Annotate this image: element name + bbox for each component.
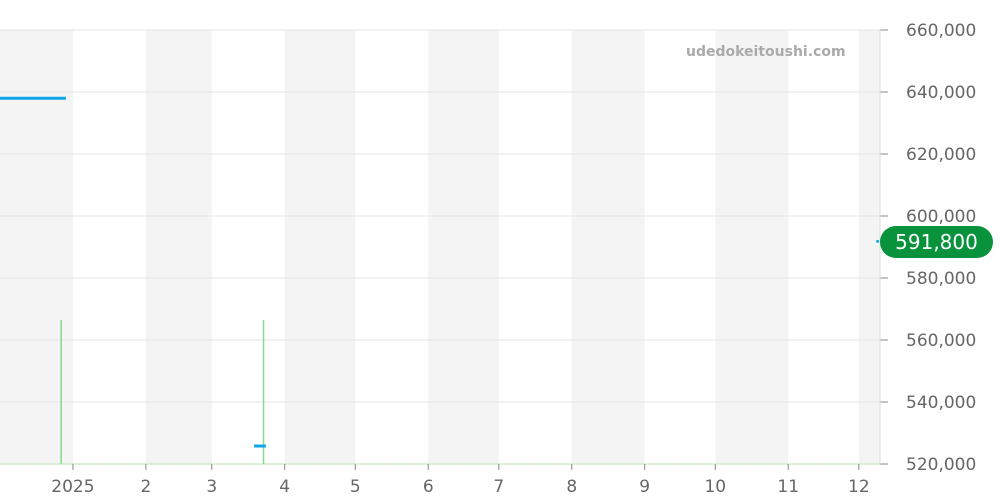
latest-point xyxy=(876,239,880,243)
month-band xyxy=(858,30,880,464)
y-tick-label: 540,000 xyxy=(906,393,976,413)
x-tick-label: 7 xyxy=(493,477,504,497)
x-tick-label: 12 xyxy=(848,477,870,497)
month-band xyxy=(145,30,212,464)
month-band xyxy=(715,30,789,464)
y-tick-label: 520,000 xyxy=(906,455,976,475)
y-tick-label: 580,000 xyxy=(906,269,976,289)
y-tick-label: 640,000 xyxy=(906,83,976,103)
y-tick-label: 620,000 xyxy=(906,145,976,165)
x-tick-label: 4 xyxy=(279,477,290,497)
month-band xyxy=(284,30,356,464)
x-tick-label: 8 xyxy=(566,477,577,497)
month-band xyxy=(0,30,73,464)
x-tick-label: 3 xyxy=(206,477,217,497)
x-tick-label: 5 xyxy=(350,477,361,497)
month-band xyxy=(428,30,499,464)
month-band xyxy=(571,30,645,464)
x-tick-label: 2 xyxy=(140,477,151,497)
latest-price-badge: 591,800 xyxy=(880,226,993,258)
y-tick-label: 600,000 xyxy=(906,207,976,227)
x-tick-label: 10 xyxy=(704,477,726,497)
watermark: udedokeitoushi.com xyxy=(686,44,846,60)
x-tick-label: 6 xyxy=(423,477,434,497)
y-tick-label: 660,000 xyxy=(906,21,976,41)
x-tick-label: 9 xyxy=(639,477,650,497)
x-tick-label: 11 xyxy=(777,477,799,497)
y-tick-label: 560,000 xyxy=(906,331,976,351)
x-tick-label: 2025 xyxy=(51,477,94,497)
